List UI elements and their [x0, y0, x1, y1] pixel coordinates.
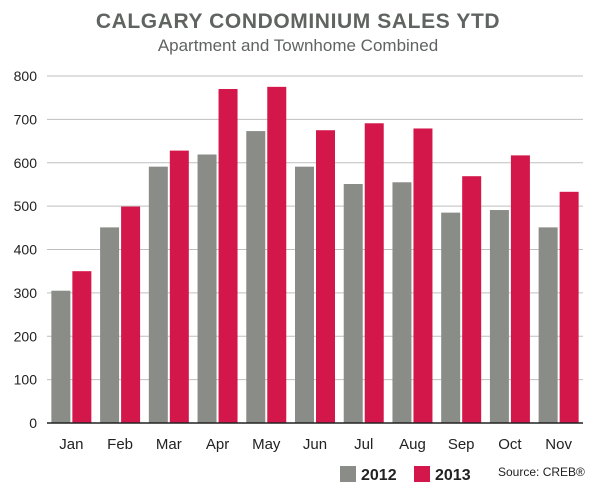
legend-swatch-2012	[340, 466, 356, 482]
bar-2013-jan	[72, 271, 92, 423]
chart-subtitle: Apartment and Townhome Combined	[158, 36, 438, 55]
x-tick-label: Mar	[156, 436, 182, 453]
bar-2012-apr	[197, 154, 217, 424]
bar-2013-aug	[413, 128, 433, 423]
bar-2012-aug	[392, 182, 412, 423]
x-tick-label: Apr	[206, 436, 229, 453]
y-tick-label: 700	[14, 111, 38, 127]
y-tick-label: 600	[14, 155, 38, 171]
bars	[51, 86, 579, 424]
y-tick-label: 200	[14, 328, 38, 344]
y-tick-label: 100	[14, 372, 38, 388]
bar-2013-apr	[218, 89, 238, 423]
bar-2012-jun	[295, 166, 314, 423]
x-tick-label: Oct	[498, 436, 522, 453]
y-tick-label: 0	[29, 415, 37, 431]
bar-2012-oct	[489, 210, 509, 423]
x-tick-label: Jul	[354, 436, 373, 453]
bar-2012-feb	[100, 227, 120, 423]
x-tick-label: Feb	[107, 436, 133, 453]
bar-2013-may	[267, 86, 287, 423]
y-tick-label: 800	[14, 68, 38, 84]
source-note: Source: CREB®	[498, 465, 585, 479]
x-tick-label: Sep	[448, 436, 475, 453]
x-tick-label: Nov	[545, 436, 572, 453]
x-tick-label: May	[252, 436, 281, 453]
bar-2013-mar	[169, 150, 189, 424]
legend: 2012 2013	[340, 466, 471, 484]
x-tick-label: Aug	[399, 436, 426, 453]
bar-2012-jan	[51, 290, 71, 423]
y-tick-label: 300	[14, 285, 38, 301]
bar-2013-jul	[364, 123, 384, 423]
y-tick-label: 400	[14, 242, 38, 258]
x-tick-label: Jan	[59, 436, 83, 453]
chart-title: CALGARY CONDOMINIUM SALES YTD	[96, 10, 500, 33]
bar-2012-mar	[148, 166, 168, 423]
axes: 0 100 200 300 400 500 600 700 800 Jan Feb Mar Apr May…	[14, 68, 583, 453]
bar-2013-feb	[121, 206, 141, 423]
bar-2013-jun	[316, 130, 335, 423]
bar-2013-oct	[510, 155, 530, 423]
bar-2012-jul	[343, 184, 363, 423]
bar-2013-nov	[559, 191, 579, 423]
y-tick-label: 500	[14, 198, 38, 214]
legend-label-2012: 2012	[361, 467, 397, 484]
bar-2013-sep	[462, 176, 482, 423]
x-tick-label: Jun	[303, 436, 327, 453]
bar-2012-nov	[538, 227, 558, 423]
bar-2012-may	[246, 131, 266, 423]
legend-label-2013: 2013	[435, 467, 471, 484]
bar-2012-sep	[441, 212, 461, 423]
legend-swatch-2013	[414, 466, 430, 482]
